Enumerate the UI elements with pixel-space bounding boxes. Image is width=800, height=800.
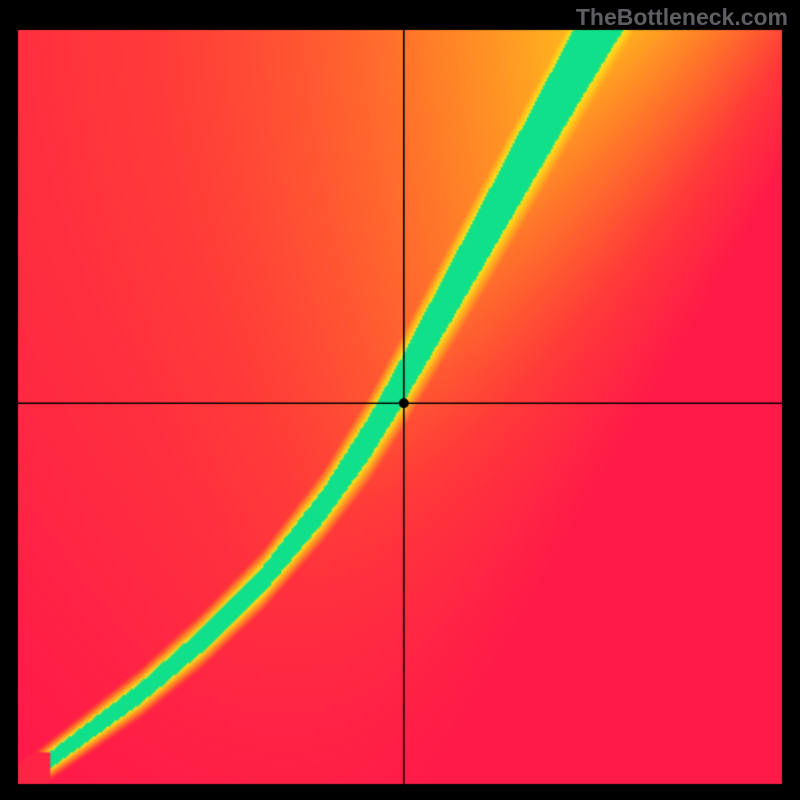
viewport: TheBottleneck.com <box>0 0 800 800</box>
heatmap-canvas <box>0 0 800 800</box>
watermark-text: TheBottleneck.com <box>576 4 788 31</box>
